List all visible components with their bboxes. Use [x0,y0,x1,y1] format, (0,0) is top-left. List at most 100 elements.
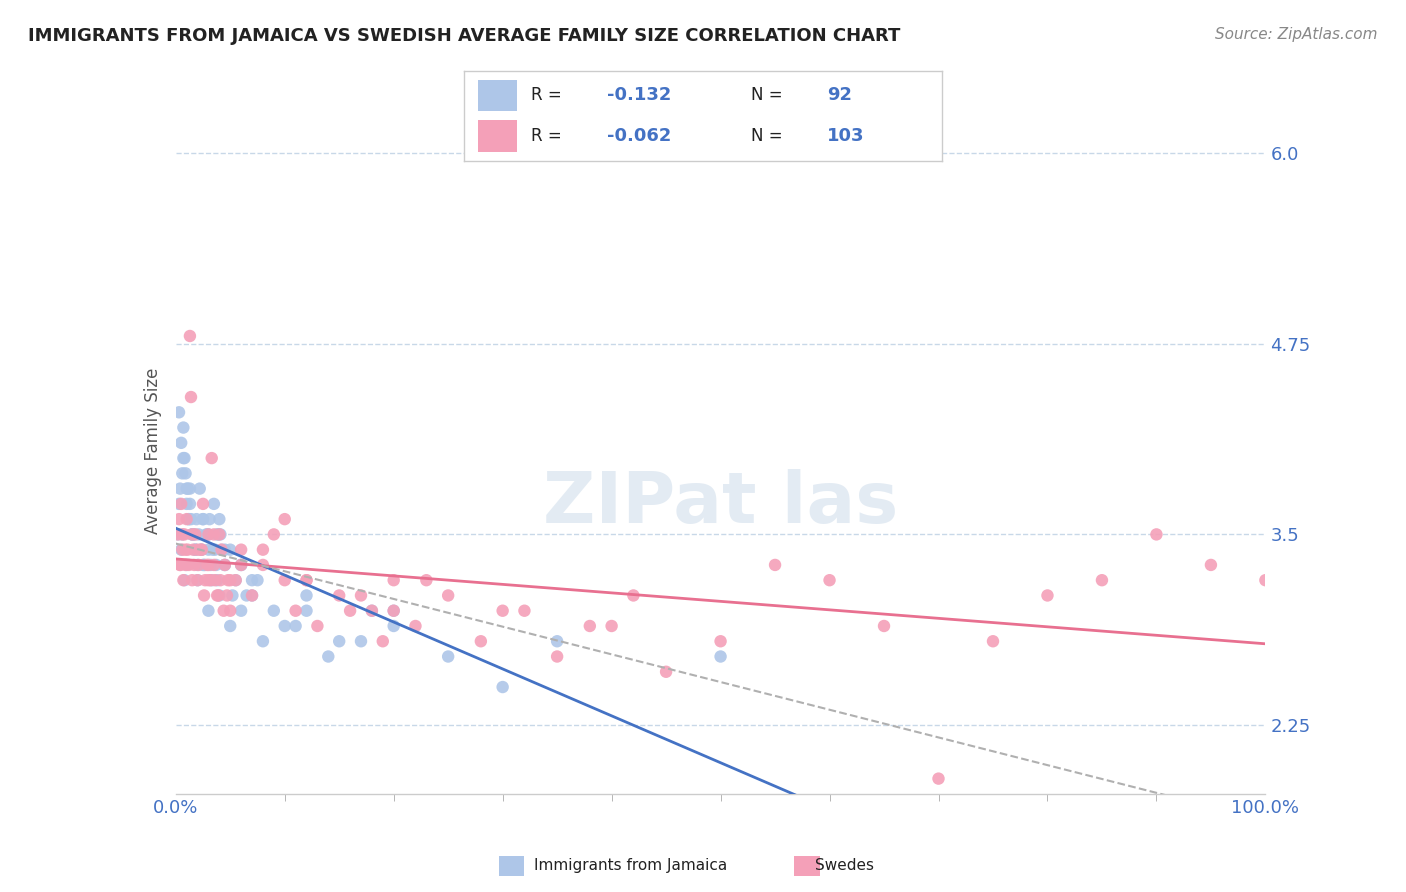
Point [172,573,194,587]
Point [197,527,219,541]
Point [205,527,228,541]
Text: Immigrants from Jamaica: Immigrants from Jamaica [534,858,727,872]
Point [621,589,644,603]
Point [492,680,515,694]
Point [1146,527,1168,541]
Point [169,558,191,572]
Point [211,542,233,557]
Point [183,527,205,541]
Point [195,558,218,572]
Point [361,604,384,618]
Point [710,649,733,664]
Point [169,482,191,496]
Point [181,527,204,541]
Point [201,542,224,557]
Point [193,589,215,603]
Point [235,589,257,603]
Point [188,482,211,496]
Point [170,542,193,557]
Point [205,573,228,587]
Point [197,527,219,541]
Point [191,558,214,572]
Point [190,542,212,557]
Point [167,527,190,541]
Point [174,542,197,557]
Point [167,527,190,541]
Point [186,558,209,572]
Point [546,634,568,648]
Point [274,573,297,587]
Text: R =: R = [531,87,561,104]
Point [208,527,231,541]
Point [328,634,350,648]
Point [579,619,602,633]
Point [193,558,215,572]
Point [252,558,274,572]
Point [173,573,195,587]
Point [184,542,207,557]
Point [172,527,194,541]
Point [655,665,678,679]
Point [176,512,198,526]
Point [172,451,194,466]
Point [231,558,253,572]
Point [252,634,274,648]
Point [219,573,242,587]
Point [191,512,214,526]
Point [382,619,405,633]
Point [212,604,235,618]
Point [205,589,228,603]
Point [200,573,222,587]
Point [382,604,405,618]
Point [214,558,236,572]
Point [177,558,200,572]
Point [167,497,190,511]
Text: N =: N = [751,87,782,104]
Point [546,649,568,664]
Point [172,420,194,434]
Point [274,512,297,526]
Point [197,573,219,587]
Point [328,589,350,603]
Point [350,589,373,603]
Point [284,619,307,633]
Point [174,467,197,481]
Point [492,604,515,618]
Point [169,558,191,572]
Point [191,542,214,557]
Text: R =: R = [531,127,561,145]
Point [191,497,214,511]
Point [513,604,536,618]
Point [195,527,218,541]
Point [307,619,329,633]
Point [217,573,239,587]
Point [197,558,219,572]
Point [184,542,207,557]
Point [295,589,318,603]
Point [246,573,269,587]
Point [231,558,253,572]
Point [295,604,318,618]
Point [201,573,224,587]
Point [240,573,263,587]
Point [873,619,896,633]
Point [437,649,460,664]
Point [214,542,236,557]
Point [274,619,297,633]
Point [1254,573,1277,587]
Point [197,542,219,557]
Point [179,497,201,511]
Text: Source: ZipAtlas.com: Source: ZipAtlas.com [1215,27,1378,42]
Point [190,542,212,557]
Point [1091,573,1114,587]
Point [177,512,200,526]
Point [240,589,263,603]
Point [186,542,209,557]
Point [194,573,217,587]
Point [172,467,194,481]
Point [197,604,219,618]
Point [176,497,198,511]
Point [172,542,194,557]
Point [215,589,238,603]
Point [200,558,222,572]
